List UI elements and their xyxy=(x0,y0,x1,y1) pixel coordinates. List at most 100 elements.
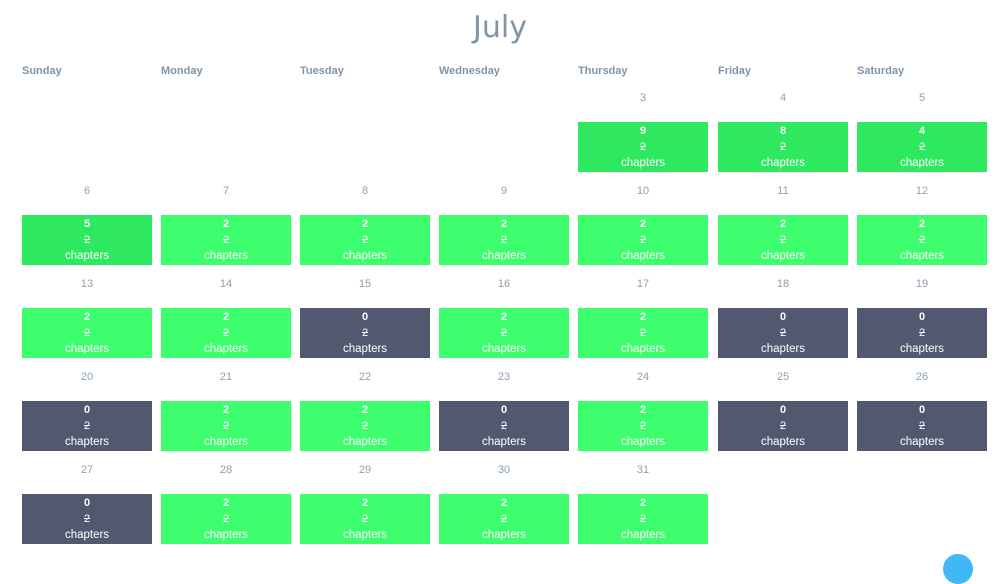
unit-label: chapters xyxy=(899,343,945,355)
day-cell-31[interactable]: 2 2 chapters xyxy=(578,494,708,544)
chapters-read: 0 xyxy=(361,311,369,323)
day-cell-29[interactable]: 2 2 chapters xyxy=(300,494,430,544)
chapters-read: 2 xyxy=(222,218,230,230)
day-number: 16 xyxy=(497,278,511,290)
day-number: 18 xyxy=(776,278,790,290)
day-number: 3 xyxy=(639,92,647,104)
day-cell-21[interactable]: 2 2 chapters xyxy=(161,401,291,451)
unit-label: chapters xyxy=(342,250,388,262)
unit-label: chapters xyxy=(64,529,110,541)
day-cell-13[interactable]: 2 2 chapters xyxy=(22,308,152,358)
unit-label: chapters xyxy=(899,250,945,262)
chapters-goal: 2 xyxy=(222,420,230,432)
unit-label: chapters xyxy=(899,157,945,169)
chapters-goal: 2 xyxy=(500,234,508,246)
unit-label: chapters xyxy=(760,343,806,355)
chapters-read: 0 xyxy=(83,404,91,416)
day-number: 9 xyxy=(500,185,508,197)
day-cell-4[interactable]: 8 2 chapters xyxy=(718,122,848,172)
chapters-read: 0 xyxy=(500,404,508,416)
day-cell-14[interactable]: 2 2 chapters xyxy=(161,308,291,358)
day-number: 23 xyxy=(497,371,511,383)
day-cell-10[interactable]: 2 2 chapters xyxy=(578,215,708,265)
day-cell-22[interactable]: 2 2 chapters xyxy=(300,401,430,451)
weekday-monday: Monday xyxy=(161,65,203,77)
chapters-goal: 2 xyxy=(361,327,369,339)
weekday-sunday: Sunday xyxy=(22,65,62,77)
unit-label: chapters xyxy=(203,436,249,448)
chapters-goal: 2 xyxy=(361,234,369,246)
day-cell-19[interactable]: 0 2 chapters xyxy=(857,308,987,358)
chapters-goal: 2 xyxy=(222,234,230,246)
chapters-goal: 2 xyxy=(500,327,508,339)
weekday-saturday: Saturday xyxy=(857,65,905,77)
unit-label: chapters xyxy=(620,529,666,541)
day-cell-5[interactable]: 4 2 chapters xyxy=(857,122,987,172)
chapters-goal: 2 xyxy=(639,513,647,525)
day-number: 22 xyxy=(358,371,372,383)
chapters-read: 2 xyxy=(222,404,230,416)
weekday-friday: Friday xyxy=(718,65,752,77)
chapters-goal: 2 xyxy=(83,420,91,432)
chapters-goal: 2 xyxy=(918,420,926,432)
chapters-read: 4 xyxy=(918,125,926,137)
chapters-goal: 2 xyxy=(83,513,91,525)
chapters-read: 2 xyxy=(639,497,647,509)
weekday-thursday: Thursday xyxy=(578,65,628,77)
chapters-read: 0 xyxy=(918,311,926,323)
day-cell-23[interactable]: 0 2 chapters xyxy=(439,401,569,451)
day-number: 15 xyxy=(358,278,372,290)
day-cell-8[interactable]: 2 2 chapters xyxy=(300,215,430,265)
chapters-read: 0 xyxy=(918,404,926,416)
day-cell-18[interactable]: 0 2 chapters xyxy=(718,308,848,358)
day-cell-9[interactable]: 2 2 chapters xyxy=(439,215,569,265)
chapters-read: 5 xyxy=(83,218,91,230)
unit-label: chapters xyxy=(899,436,945,448)
day-cell-7[interactable]: 2 2 chapters xyxy=(161,215,291,265)
chapters-read: 2 xyxy=(361,218,369,230)
unit-label: chapters xyxy=(620,250,666,262)
day-number: 30 xyxy=(497,464,511,476)
day-number: 31 xyxy=(636,464,650,476)
chapters-goal: 2 xyxy=(918,327,926,339)
unit-label: chapters xyxy=(760,436,806,448)
day-cell-27[interactable]: 0 2 chapters xyxy=(22,494,152,544)
day-cell-3[interactable]: 9 2 chapters xyxy=(578,122,708,172)
chapters-read: 2 xyxy=(918,218,926,230)
day-cell-12[interactable]: 2 2 chapters xyxy=(857,215,987,265)
chapters-read: 9 xyxy=(639,125,647,137)
chapters-goal: 2 xyxy=(639,327,647,339)
chapters-goal: 2 xyxy=(918,234,926,246)
unit-label: chapters xyxy=(342,529,388,541)
day-cell-25[interactable]: 0 2 chapters xyxy=(718,401,848,451)
day-number: 7 xyxy=(222,185,230,197)
month-title: July xyxy=(473,10,527,45)
chapters-goal: 2 xyxy=(779,420,787,432)
chapters-read: 2 xyxy=(500,497,508,509)
day-number: 10 xyxy=(636,185,650,197)
day-cell-20[interactable]: 0 2 chapters xyxy=(22,401,152,451)
chapters-read: 2 xyxy=(361,404,369,416)
day-cell-30[interactable]: 2 2 chapters xyxy=(439,494,569,544)
chapters-read: 2 xyxy=(222,311,230,323)
day-cell-17[interactable]: 2 2 chapters xyxy=(578,308,708,358)
day-cell-28[interactable]: 2 2 chapters xyxy=(161,494,291,544)
chapters-goal: 2 xyxy=(779,141,787,153)
unit-label: chapters xyxy=(481,436,527,448)
chapters-goal: 2 xyxy=(361,513,369,525)
day-cell-6[interactable]: 5 2 chapters xyxy=(22,215,152,265)
unit-label: chapters xyxy=(64,436,110,448)
day-cell-24[interactable]: 2 2 chapters xyxy=(578,401,708,451)
day-cell-16[interactable]: 2 2 chapters xyxy=(439,308,569,358)
day-cell-26[interactable]: 0 2 chapters xyxy=(857,401,987,451)
unit-label: chapters xyxy=(620,343,666,355)
unit-label: chapters xyxy=(64,343,110,355)
chapters-read: 2 xyxy=(500,311,508,323)
chapters-goal: 2 xyxy=(779,327,787,339)
day-cell-11[interactable]: 2 2 chapters xyxy=(718,215,848,265)
unit-label: chapters xyxy=(64,250,110,262)
day-cell-15[interactable]: 0 2 chapters xyxy=(300,308,430,358)
chapters-goal: 2 xyxy=(361,420,369,432)
unit-label: chapters xyxy=(620,436,666,448)
chapters-read: 2 xyxy=(779,218,787,230)
